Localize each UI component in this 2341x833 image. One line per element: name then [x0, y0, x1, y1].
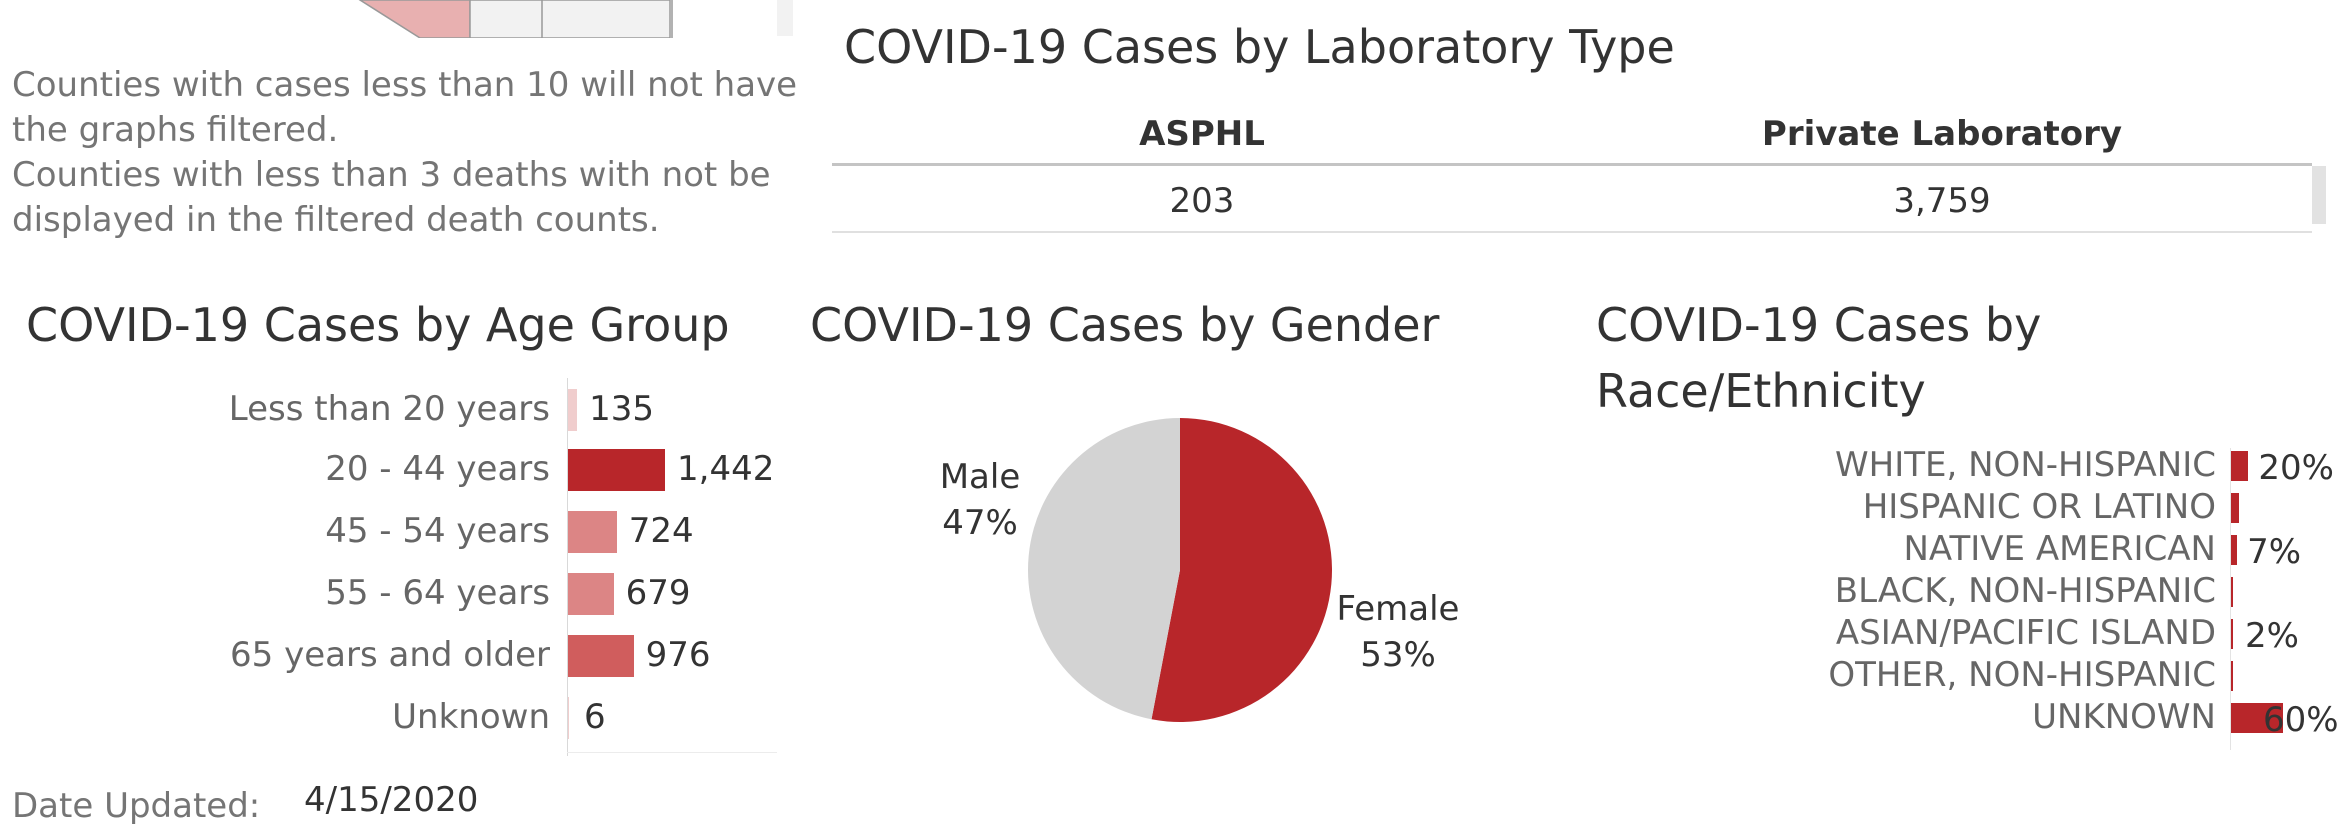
note-cases: Counties with cases less than 10 will no… [12, 65, 798, 150]
race-bar[interactable] [2231, 703, 2283, 733]
race-category-label: UNKNOWN [2032, 697, 2216, 737]
table-scrollbar[interactable] [2312, 166, 2326, 224]
table-header-rule [832, 163, 2312, 166]
age-row-less-than-20-years: Less than 20 years 135 [0, 378, 790, 440]
age-row-20-44-years: 20 - 44 years 1,442 [0, 438, 790, 500]
age-baseline [567, 752, 777, 753]
age-bar[interactable] [568, 511, 617, 553]
age-row-45-54-years: 45 - 54 years 724 [0, 500, 790, 562]
female-percent: 53% [1360, 635, 1436, 675]
race-chart-title: COVID-19 Cases by Race/Ethnicity [1596, 298, 2042, 418]
lab-header-asphl: ASPHL [1139, 114, 1265, 154]
race-bar[interactable] [2231, 661, 2233, 691]
race-bar[interactable] [2231, 535, 2238, 565]
race-axis-line [2230, 448, 2231, 750]
race-category-label: NATIVE AMERICAN [1903, 529, 2216, 569]
race-value-label: 60% [2263, 700, 2339, 740]
male-slice-label: Male 47% [926, 454, 1034, 546]
panel-divider [777, 0, 793, 36]
age-axis-line [567, 378, 568, 756]
age-category-label: 45 - 54 years [325, 511, 550, 551]
county-shape [358, 0, 471, 38]
age-row-unknown: Unknown 6 [0, 686, 790, 748]
age-category-label: Less than 20 years [228, 389, 550, 429]
race-category-label: HISPANIC OR LATINO [1862, 487, 2216, 527]
race-category-label: ASIAN/PACIFIC ISLAND [1835, 613, 2216, 653]
race-row-black-non-hispanic: BLACK, NON-HISPANIC [1600, 570, 2341, 612]
age-row-55-64-years: 55 - 64 years 679 [0, 562, 790, 624]
age-row-65-years-and-older: 65 years and older 976 [0, 624, 790, 686]
county-shape [469, 0, 671, 38]
pie-slice-female[interactable] [1151, 418, 1333, 722]
age-bar[interactable] [568, 635, 634, 677]
male-category: Male [939, 457, 1021, 497]
age-value-label: 1,442 [677, 449, 775, 489]
note-deaths: Counties with less than 3 deaths with no… [12, 155, 771, 240]
race-bar[interactable] [2231, 451, 2249, 481]
date-updated-label: Date Updated: [12, 786, 261, 826]
race-row-hispanic-or-latino: HISPANIC OR LATINO [1600, 486, 2341, 528]
age-value-label: 724 [628, 511, 694, 551]
date-updated-value: 4/15/2020 [304, 780, 479, 820]
age-category-label: 65 years and older [230, 635, 550, 675]
county-map-fragment [358, 0, 673, 38]
age-category-label: Unknown [392, 697, 550, 737]
lab-value-private: 3,759 [1893, 181, 1991, 221]
race-bar[interactable] [2231, 493, 2239, 523]
race-row-native-american: NATIVE AMERICAN 7% [1600, 528, 2341, 572]
age-chart-title: COVID-19 Cases by Age Group [26, 298, 730, 352]
age-value-label: 976 [645, 635, 711, 675]
race-row-asian-pacific-island: ASIAN/PACIFIC ISLAND 2% [1600, 612, 2341, 656]
race-value-label: 7% [2247, 532, 2302, 572]
lab-type-title: COVID-19 Cases by Laboratory Type [844, 20, 1675, 74]
lab-value-asphl: 203 [1169, 181, 1235, 221]
race-ethnicity-chart: WHITE, NON-HISPANIC 20% HISPANIC OR LATINO… [1600, 445, 2341, 758]
pie-slice-male[interactable] [1028, 418, 1180, 720]
race-bar[interactable] [2231, 577, 2233, 607]
lab-type-table: ASPHL Private Laboratory 203 3,759 [832, 108, 2312, 234]
age-group-chart: Less than 20 years 135 20 - 44 years 1,442 4… [0, 378, 790, 758]
age-bar[interactable] [568, 389, 578, 431]
male-percent: 47% [942, 503, 1018, 543]
race-value-label: 2% [2245, 616, 2299, 656]
age-category-label: 55 - 64 years [325, 573, 550, 613]
age-value-label: 135 [589, 389, 654, 429]
race-category-label: BLACK, NON-HISPANIC [1834, 571, 2216, 611]
age-bar[interactable] [568, 449, 665, 491]
gender-chart-title: COVID-19 Cases by Gender [810, 298, 1440, 352]
age-bar[interactable] [568, 697, 569, 739]
lab-header-private: Private Laboratory [1761, 114, 2123, 154]
age-value-label: 679 [625, 573, 691, 613]
age-value-label: 6 [584, 697, 606, 737]
race-category-label: OTHER, NON-HISPANIC [1828, 655, 2216, 695]
race-bar[interactable] [2231, 619, 2233, 649]
race-row-unknown: UNKNOWN 60% [1600, 696, 2341, 740]
age-bar[interactable] [568, 573, 614, 615]
race-row-other-non-hispanic: OTHER, NON-HISPANIC [1600, 654, 2341, 696]
table-bottom-rule [832, 231, 2312, 233]
female-category: Female [1336, 589, 1460, 629]
race-value-label: 20% [2258, 448, 2334, 488]
gender-pie-chart [1028, 418, 1333, 722]
female-slice-label: Female 53% [1328, 586, 1468, 678]
race-row-white-non-hispanic: WHITE, NON-HISPANIC 20% [1600, 444, 2341, 488]
age-category-label: 20 - 44 years [325, 449, 550, 489]
race-category-label: WHITE, NON-HISPANIC [1835, 445, 2216, 485]
filter-notes: Counties with cases less than 10 will no… [12, 63, 802, 243]
